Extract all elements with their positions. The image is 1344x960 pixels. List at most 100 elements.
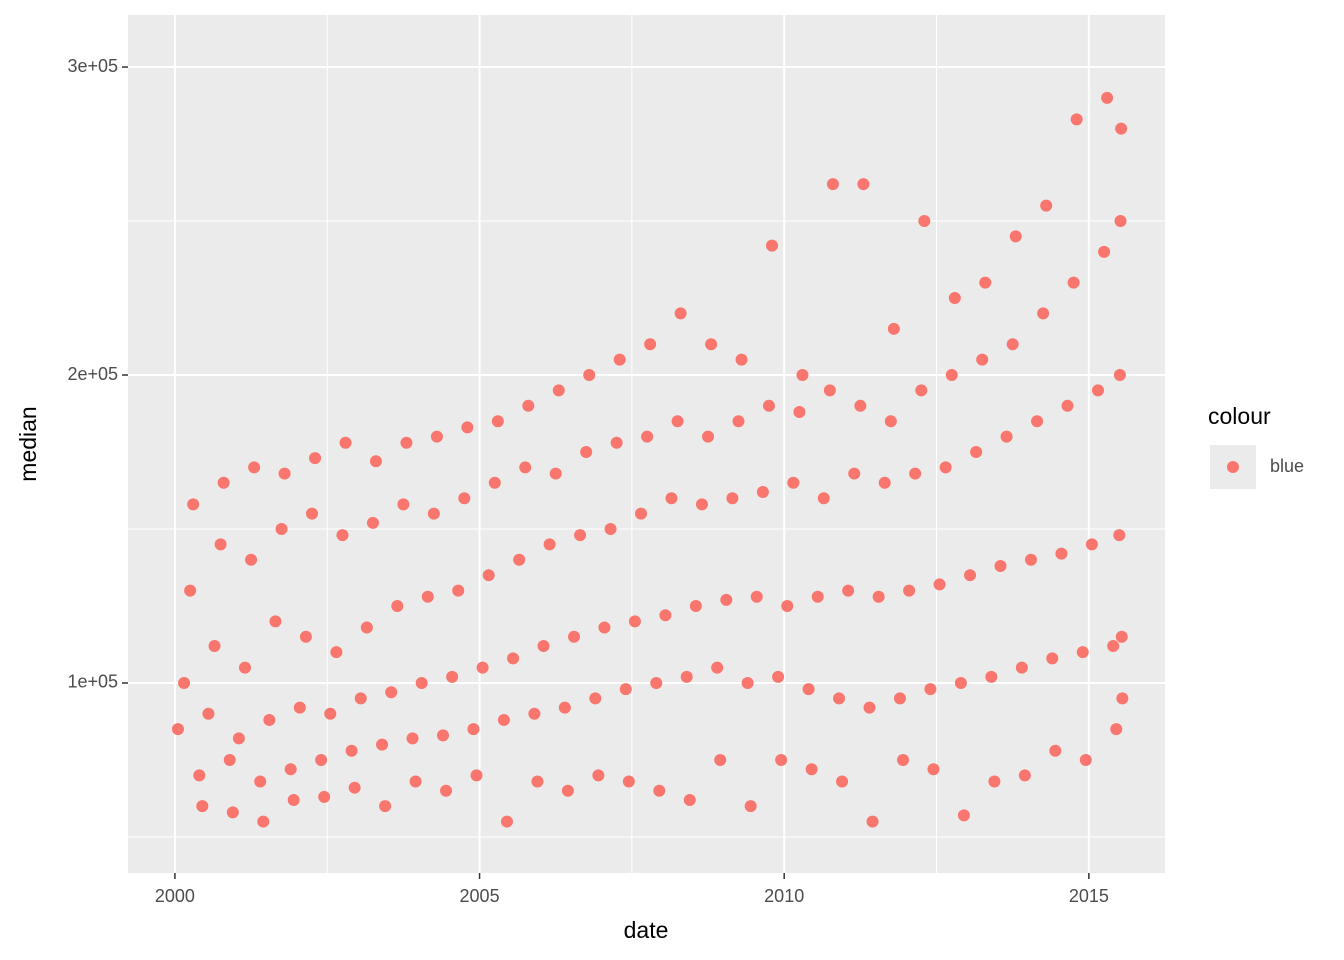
- point: [345, 744, 358, 757]
- point: [1113, 529, 1126, 542]
- point: [735, 353, 748, 366]
- point: [1070, 113, 1083, 126]
- point: [598, 621, 611, 634]
- point: [339, 436, 352, 449]
- x-axis-title: date: [624, 917, 669, 943]
- point: [589, 692, 602, 705]
- point: [915, 384, 928, 397]
- point: [979, 276, 992, 289]
- point: [1037, 307, 1050, 320]
- point: [702, 430, 715, 443]
- point: [561, 784, 574, 797]
- point: [269, 615, 282, 628]
- point: [927, 763, 940, 776]
- point: [1040, 199, 1053, 212]
- point: [918, 215, 931, 228]
- legend-label: blue: [1270, 456, 1304, 476]
- point: [1055, 547, 1068, 560]
- point: [833, 692, 846, 705]
- point: [178, 676, 191, 689]
- point: [1049, 744, 1062, 757]
- point: [299, 630, 312, 643]
- point: [1031, 415, 1044, 428]
- point: [592, 769, 605, 782]
- point: [957, 809, 970, 822]
- point: [245, 553, 258, 566]
- point: [741, 676, 754, 689]
- point: [306, 507, 319, 520]
- point: [446, 670, 459, 683]
- point: [507, 652, 520, 665]
- point: [482, 569, 495, 582]
- point: [772, 670, 785, 683]
- point: [762, 399, 775, 412]
- point: [866, 815, 879, 828]
- point: [644, 338, 657, 351]
- point: [659, 609, 672, 622]
- point: [787, 476, 800, 489]
- legend-title: colour: [1208, 403, 1271, 429]
- point: [549, 467, 562, 480]
- point: [711, 661, 724, 674]
- point: [732, 415, 745, 428]
- point: [436, 729, 449, 742]
- point: [208, 640, 221, 653]
- point: [519, 461, 532, 474]
- point: [671, 415, 684, 428]
- point: [226, 806, 239, 819]
- point: [933, 578, 946, 591]
- point: [628, 615, 641, 628]
- point: [650, 676, 663, 689]
- point: [467, 723, 480, 736]
- y-tick-label: 3e+05: [67, 56, 118, 76]
- point: [610, 436, 623, 449]
- point: [284, 763, 297, 776]
- legend-swatch: [1227, 461, 1239, 473]
- point: [1115, 630, 1128, 643]
- point: [470, 769, 483, 782]
- point: [1085, 538, 1098, 551]
- point: [1098, 245, 1111, 258]
- point: [635, 507, 648, 520]
- point: [939, 461, 952, 474]
- y-tick-label: 2e+05: [67, 364, 118, 384]
- point: [863, 701, 876, 714]
- point: [726, 492, 739, 505]
- point: [1067, 276, 1080, 289]
- point: [1076, 646, 1089, 659]
- point: [263, 713, 276, 726]
- point: [802, 683, 815, 696]
- point: [756, 486, 769, 499]
- point: [857, 178, 870, 191]
- point: [1101, 91, 1114, 104]
- point: [406, 732, 419, 745]
- point: [750, 590, 763, 603]
- point: [385, 686, 398, 699]
- point: [665, 492, 678, 505]
- point: [744, 800, 757, 813]
- x-tick-label: 2010: [764, 886, 804, 906]
- point: [583, 369, 596, 382]
- point: [552, 384, 565, 397]
- point: [318, 790, 331, 803]
- point: [430, 430, 443, 443]
- point: [970, 446, 983, 459]
- point: [641, 430, 654, 443]
- point: [458, 492, 471, 505]
- point: [397, 498, 410, 511]
- point: [567, 630, 580, 643]
- point: [826, 178, 839, 191]
- point: [887, 322, 900, 335]
- point: [427, 507, 440, 520]
- point: [400, 436, 413, 449]
- point: [854, 399, 867, 412]
- point: [796, 369, 809, 382]
- x-tick-label: 2005: [460, 886, 500, 906]
- point: [254, 775, 267, 788]
- point: [604, 522, 617, 535]
- y-axis-title: median: [15, 406, 41, 481]
- point: [171, 723, 184, 736]
- point: [360, 621, 373, 634]
- point: [488, 476, 501, 489]
